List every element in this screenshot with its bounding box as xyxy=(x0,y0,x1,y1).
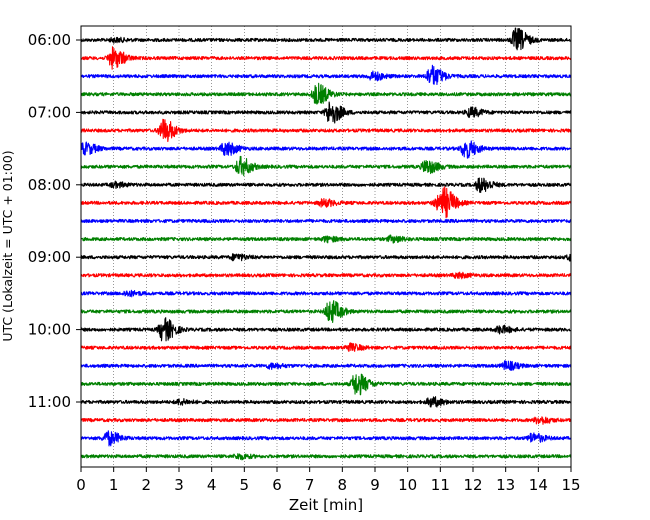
seismogram-trace xyxy=(80,46,572,70)
y-tick-label: 09:00 xyxy=(28,248,71,266)
y-tick-label: 06:00 xyxy=(28,31,71,49)
plot-frame xyxy=(80,25,572,468)
seismogram-trace xyxy=(80,416,572,425)
seismogram-traces xyxy=(80,27,572,461)
seismogram-trace xyxy=(80,396,572,408)
seismogram-trace xyxy=(80,186,572,219)
x-tick-label: 14 xyxy=(529,476,548,494)
seismogram-trace xyxy=(80,253,572,262)
x-tick-label: 3 xyxy=(174,476,184,494)
seismogram-trace xyxy=(80,300,572,323)
seismogram-trace xyxy=(80,64,572,86)
seismogram-trace xyxy=(80,289,572,298)
x-axis-label: Zeit [min] xyxy=(289,496,363,514)
x-tick-label: 10 xyxy=(398,476,417,494)
y-axis-label: UTC (Lokalzeit = UTC + 01:00) xyxy=(0,150,15,341)
x-axis-ticks: 0 1 2 3 4 5 6 7 8 9 10 11 12 13 14 15 xyxy=(76,467,581,494)
y-tick-label: 11:00 xyxy=(28,393,71,411)
seismogram-trace xyxy=(80,155,572,177)
seismogram-trace xyxy=(80,234,572,244)
x-tick-label: 4 xyxy=(207,476,217,494)
seismogram-trace xyxy=(80,373,572,396)
x-tick-label: 2 xyxy=(142,476,152,494)
x-tick-label: 11 xyxy=(431,476,450,494)
x-tick-label: 15 xyxy=(561,476,580,494)
seismogram-trace xyxy=(80,82,572,105)
seismogram-trace xyxy=(80,218,572,224)
seismogram-trace xyxy=(80,177,572,193)
x-tick-label: 6 xyxy=(272,476,282,494)
seismogram-trace xyxy=(80,360,572,371)
y-tick-label: 10:00 xyxy=(28,321,71,339)
y-axis-ticks: 06:00 07:00 08:00 09:00 10:00 11:00 xyxy=(28,31,81,411)
seismogram-trace xyxy=(80,118,572,143)
x-tick-label: 5 xyxy=(240,476,250,494)
x-tick-label: 7 xyxy=(305,476,315,494)
seismogram-trace xyxy=(80,453,572,461)
seismogram-trace xyxy=(80,140,572,159)
x-tick-label: 12 xyxy=(463,476,482,494)
x-tick-label: 1 xyxy=(109,476,119,494)
x-tick-label: 13 xyxy=(496,476,515,494)
seismogram-trace xyxy=(80,342,572,352)
seismogram-trace xyxy=(80,317,572,342)
seismogram-trace xyxy=(80,271,572,280)
x-tick-label: 9 xyxy=(370,476,380,494)
x-tick-label: 8 xyxy=(338,476,348,494)
y-tick-label: 07:00 xyxy=(28,103,71,121)
seismogram-trace xyxy=(80,101,572,124)
seismogram-trace xyxy=(80,27,572,51)
x-tick-label: 0 xyxy=(76,476,86,494)
seismogram-trace xyxy=(80,430,572,447)
y-tick-label: 08:00 xyxy=(28,176,71,194)
